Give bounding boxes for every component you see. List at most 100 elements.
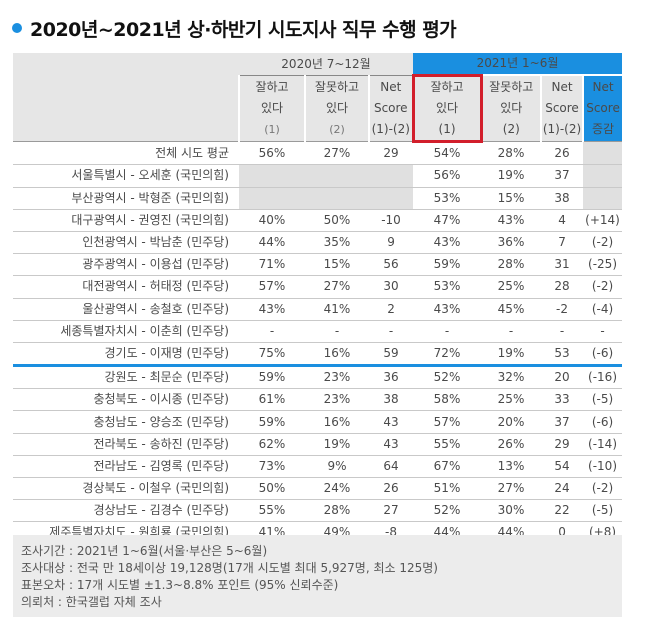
cell-net-2020: 43	[369, 410, 414, 434]
table-row: 경상남도 - 김경수 (민주당) 55% 28% 27 52% 30% 22 (-5)	[13, 499, 623, 523]
cell-net-2020: 64	[369, 455, 414, 479]
table-row: 강원도 - 최문순 (민주당) 59% 23% 36 52% 32% 20 (-16)	[13, 365, 623, 390]
cell-net-change: (-6)	[583, 342, 623, 368]
cell-good-2020: 59%	[239, 410, 305, 434]
column-header-row: 잘하고 있다 (1) 잘못하고 있다 (2) Net Score (1)-(2)…	[13, 74, 623, 144]
table-row: 경기도 - 이재명 (민주당) 75% 16% 59 72% 19% 53 (-6)	[13, 342, 623, 368]
row-name: 전라북도 - 송하진 (민주당)	[13, 433, 239, 456]
table-row: 광주광역시 - 이용섭 (민주당) 71% 15% 56 59% 28% 31 (-25)	[13, 253, 623, 277]
cell-net-change: (-6)	[583, 410, 623, 434]
col-bad-2020: 잘못하고 있다 (2)	[304, 75, 369, 142]
page-title: 2020년~2021년 상·하반기 시도지사 직무 수행 평가	[30, 18, 457, 41]
cell-good-2020: 57%	[239, 275, 305, 299]
col-bad-2021: 잘못하고 있다 (2)	[480, 75, 542, 142]
cell-good-2021: -	[413, 320, 482, 343]
cell-good-2021: 43%	[413, 298, 482, 321]
cell-bad-2020: 15%	[305, 253, 369, 277]
table-row: 대전광역시 - 허태정 (민주당) 57% 27% 30 53% 25% 28 (-2)	[13, 275, 623, 299]
table-row: 충청남도 - 양승조 (민주당) 59% 16% 43 57% 20% 37 (-6)	[13, 410, 623, 434]
cell-net-2020: 30	[369, 275, 414, 299]
cell-bad-2021: 13%	[481, 455, 542, 479]
cell-good-2021: 51%	[413, 477, 482, 501]
bullet-dot-icon	[12, 23, 22, 33]
cell-good-2020: -	[239, 320, 305, 343]
note-client: 의뢰처 : 한국갤럽 자체 조사	[21, 595, 162, 609]
note-error: 표본오차 : 17개 시도별 ±1.3~8.8% 포인트 (95% 신뢰수준)	[21, 578, 339, 592]
cell-net-2021: 37	[541, 410, 584, 434]
col-net-2020: Net Score (1)-(2)	[367, 75, 414, 142]
cell-net-2020: 56	[369, 253, 414, 277]
cell-good-2020: 55%	[239, 499, 305, 523]
cell-net-2021: -2	[541, 298, 584, 321]
cell-bad-2021: 43%	[481, 209, 542, 232]
cell-bad-2021: 36%	[481, 231, 542, 255]
cell-bad-2021: 19%	[481, 164, 542, 188]
cell-bad-2021: 26%	[481, 433, 542, 456]
cell-bad-2020: 16%	[305, 410, 369, 434]
row-name: 경상북도 - 이철우 (국민의힘)	[13, 477, 239, 501]
cell-net-change: (-2)	[583, 275, 623, 299]
row-name: 서울특별시 - 오세훈 (국민의힘)	[13, 164, 239, 188]
cell-bad-2020: 23%	[305, 388, 369, 412]
table-row: 전라남도 - 김영록 (민주당) 73% 9% 64 67% 13% 54 (-10)	[13, 455, 623, 479]
cell-net-change: (+14)	[583, 209, 623, 232]
cell-net-2021: 54	[541, 455, 584, 479]
cell-bad-2021: 28%	[481, 141, 542, 166]
cell-net-2021: 26	[541, 141, 584, 166]
note-target: 조사대상 : 전국 만 18세이상 19,128명(17개 시도별 최대 5,9…	[21, 561, 438, 575]
row-name: 세종특별자치시 - 이춘희 (민주당)	[13, 320, 239, 343]
cell-net-change: (-14)	[583, 433, 623, 456]
cell-bad-2021: 32%	[481, 365, 542, 390]
cell-bad-2021: 45%	[481, 298, 542, 321]
row-name: 전체 시도 평균	[13, 141, 239, 166]
cell-net-change: (-5)	[583, 499, 623, 523]
cell-net-2021: 53	[541, 342, 584, 368]
cell-net-2021: 31	[541, 253, 584, 277]
page-title-block: 2020년~2021년 상·하반기 시도지사 직무 수행 평가	[12, 14, 457, 42]
table-row: 전라북도 - 송하진 (민주당) 62% 19% 43 55% 26% 29 (-14)	[13, 433, 623, 456]
cell-good-2020: 50%	[239, 477, 305, 501]
cell-net-2021: 33	[541, 388, 584, 412]
cell-net-2021: 29	[541, 433, 584, 456]
cell-good-2021: 67%	[413, 455, 482, 479]
cell-net-change: (-25)	[583, 253, 623, 277]
cell-bad-2020: 16%	[305, 342, 369, 368]
cell-good-2020: 43%	[239, 298, 305, 321]
cell-net-2021: 20	[541, 365, 584, 390]
cell-good-2020: 40%	[239, 209, 305, 232]
col-net-change: Net Score 증감	[582, 75, 623, 142]
cell-net-2021: 28	[541, 275, 584, 299]
cell-good-2020: 59%	[239, 365, 305, 390]
row-name: 경기도 - 이재명 (민주당)	[13, 342, 239, 368]
cell-net-2021: 37	[541, 164, 584, 188]
cell-bad-2021: 15%	[481, 187, 542, 210]
cell-net-2020: 27	[369, 499, 414, 523]
row-name: 전라남도 - 김영록 (민주당)	[13, 455, 239, 479]
cell-good-2021: 53%	[413, 187, 482, 210]
cell-net-2020	[369, 187, 414, 210]
cell-good-2020: 56%	[239, 141, 305, 166]
cell-bad-2021: 20%	[481, 410, 542, 434]
cell-bad-2020: 19%	[305, 433, 369, 456]
cell-net-change: (-16)	[583, 365, 623, 390]
cell-good-2021: 47%	[413, 209, 482, 232]
cell-good-2020: 62%	[239, 433, 305, 456]
period-2020-h2: 2020년 7~12월	[239, 53, 414, 77]
table-row: 부산광역시 - 박형준 (국민의힘) 53% 15% 38	[13, 187, 623, 210]
cell-good-2020: 44%	[239, 231, 305, 255]
cell-bad-2020: 24%	[305, 477, 369, 501]
cell-net-change: (-10)	[583, 455, 623, 479]
cell-bad-2020: 23%	[305, 365, 369, 390]
governor-rating-table: 2020년 7~12월 2021년 1~6월 잘하고 있다 (1) 잘못하고 있…	[13, 53, 623, 545]
cell-net-2020: -	[369, 320, 414, 343]
row-name: 대전광역시 - 허태정 (민주당)	[13, 275, 239, 299]
cell-bad-2020: 27%	[305, 141, 369, 166]
cell-net-2020: 2	[369, 298, 414, 321]
row-name: 충청남도 - 양승조 (민주당)	[13, 410, 239, 434]
row-name: 울산광역시 - 송철호 (민주당)	[13, 298, 239, 321]
cell-net-2021: 4	[541, 209, 584, 232]
cell-good-2021: 54%	[413, 141, 482, 166]
cell-good-2020: 71%	[239, 253, 305, 277]
cell-net-2021: 24	[541, 477, 584, 501]
row-name: 인천광역시 - 박남춘 (민주당)	[13, 231, 239, 255]
